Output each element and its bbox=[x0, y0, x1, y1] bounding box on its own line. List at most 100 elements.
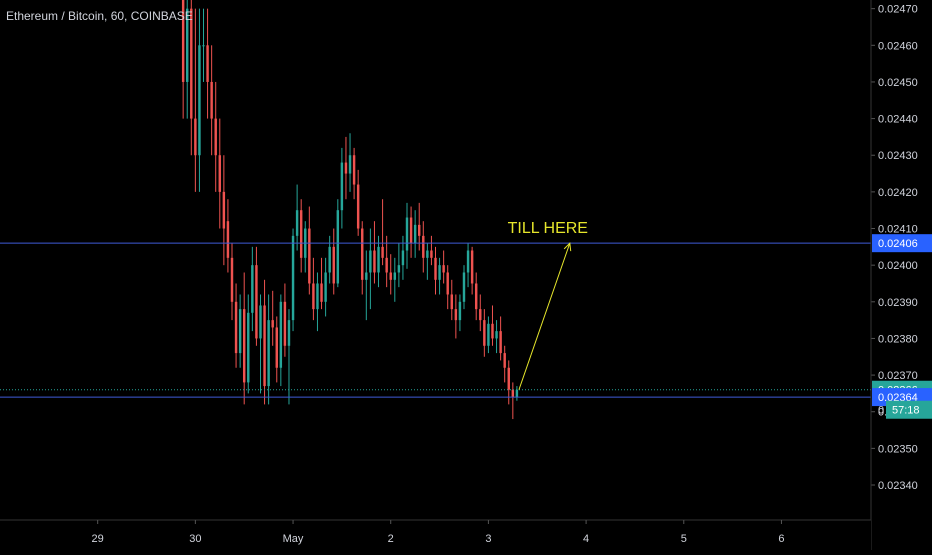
candle-body bbox=[511, 389, 515, 398]
candle-body bbox=[210, 81, 213, 119]
candle-body bbox=[462, 272, 466, 302]
candle-body bbox=[438, 265, 441, 280]
y-tick-label: 0.02350 bbox=[878, 443, 918, 455]
y-tick-label: 0.02430 bbox=[878, 150, 918, 162]
candle-body bbox=[352, 155, 356, 185]
annotation-arrow-head bbox=[563, 242, 572, 252]
candle-body bbox=[385, 257, 388, 273]
candles-layer bbox=[181, 0, 519, 420]
candle-body bbox=[446, 272, 449, 295]
candle-body bbox=[247, 312, 250, 383]
candle-body bbox=[442, 265, 445, 273]
price-badge-0 bbox=[872, 234, 932, 253]
candle-body bbox=[271, 320, 274, 328]
candle-body bbox=[226, 221, 230, 258]
candle-body bbox=[291, 235, 295, 321]
y-tick-label: 0.02380 bbox=[878, 333, 918, 345]
annotation-arrow-line bbox=[518, 243, 571, 390]
candle-body bbox=[413, 224, 417, 244]
candle-body bbox=[487, 323, 490, 346]
candle-body bbox=[417, 224, 421, 236]
candle-body bbox=[202, 45, 205, 47]
y-tick-label: 0.02340 bbox=[878, 480, 918, 492]
candle-body bbox=[430, 250, 433, 258]
candle-body bbox=[255, 265, 258, 339]
y-tick-label: 0.02470 bbox=[878, 4, 918, 16]
candle-body bbox=[515, 389, 519, 398]
annotation-layer: TILL HERE bbox=[508, 220, 588, 390]
candle-body bbox=[503, 353, 506, 368]
candle-body bbox=[194, 118, 197, 156]
candle-body bbox=[324, 272, 327, 302]
candle-body bbox=[344, 162, 348, 174]
candle-body bbox=[332, 246, 335, 284]
candle-body bbox=[312, 283, 315, 310]
candle-body bbox=[222, 191, 226, 229]
y-tick-label: 0.02410 bbox=[878, 224, 918, 236]
candle-body bbox=[198, 45, 201, 156]
candle-body bbox=[356, 184, 360, 229]
x-tick-label: 6 bbox=[778, 533, 784, 545]
candle-body bbox=[267, 320, 270, 387]
candle-body bbox=[251, 265, 254, 313]
candle-body bbox=[320, 283, 323, 302]
candle-body bbox=[206, 45, 209, 82]
candle-body bbox=[234, 301, 238, 354]
candle-body bbox=[340, 162, 344, 211]
candle-body bbox=[295, 210, 299, 236]
candle-body bbox=[348, 155, 352, 174]
candle-body bbox=[369, 250, 372, 273]
y-tick-label: 0.02460 bbox=[878, 40, 918, 52]
candle-body bbox=[316, 283, 319, 310]
candle-body bbox=[299, 210, 303, 258]
candle-body bbox=[479, 309, 482, 321]
candle-body bbox=[454, 309, 458, 321]
x-tick-label: 3 bbox=[485, 533, 491, 545]
price-badge-label: 0.02406 bbox=[878, 238, 918, 250]
candle-body bbox=[365, 272, 368, 280]
candle-body bbox=[181, 0, 185, 82]
candle-body bbox=[491, 323, 494, 339]
candle-body bbox=[238, 309, 242, 354]
candle-body bbox=[409, 217, 413, 244]
candle-body bbox=[336, 210, 340, 284]
y-tick-label: 0.02440 bbox=[878, 114, 918, 126]
candle-body bbox=[397, 265, 401, 273]
y-tick-label: 0.02400 bbox=[878, 260, 918, 272]
x-tick-label: 29 bbox=[92, 533, 104, 545]
candle-body bbox=[377, 246, 380, 273]
y-tick-label: 0.02390 bbox=[878, 297, 918, 309]
candle-body bbox=[483, 320, 486, 346]
candle-body bbox=[389, 272, 392, 280]
candle-body bbox=[186, 8, 189, 82]
y-tick-label: 0.02370 bbox=[878, 370, 918, 382]
x-tick-label: 30 bbox=[189, 533, 201, 545]
time-axis-bg bbox=[0, 520, 871, 550]
candle-body bbox=[287, 320, 291, 346]
axis-partial-label: 0 bbox=[878, 405, 884, 417]
candle-body bbox=[373, 250, 376, 273]
horizontal-lines-layer bbox=[0, 242, 871, 398]
chart-title: Ethereum / Bitcoin, 60, COINBASE bbox=[6, 9, 193, 23]
x-tick-label: 5 bbox=[681, 533, 687, 545]
x-tick-label: May bbox=[283, 533, 304, 545]
candle-body bbox=[499, 331, 502, 354]
time-axis[interactable]: 29 30 May 2 3 4 5 6 bbox=[0, 519, 871, 550]
candle-body bbox=[422, 235, 425, 258]
candle-body bbox=[507, 367, 510, 390]
candle-body bbox=[230, 257, 234, 302]
candle-body bbox=[218, 155, 222, 192]
candle-body bbox=[466, 250, 470, 273]
price-axis[interactable]: 0.02470 0.02460 0.02450 0.02440 0.02430 0.024… bbox=[870, 0, 932, 550]
candle-body bbox=[328, 246, 331, 273]
candle-body bbox=[401, 250, 405, 266]
candle-body bbox=[190, 8, 193, 119]
x-tick-label: 4 bbox=[583, 533, 589, 545]
candle-body bbox=[283, 301, 287, 346]
candle-body bbox=[279, 301, 283, 368]
y-tick-label: 0.02450 bbox=[878, 77, 918, 89]
candle-body bbox=[450, 294, 454, 310]
